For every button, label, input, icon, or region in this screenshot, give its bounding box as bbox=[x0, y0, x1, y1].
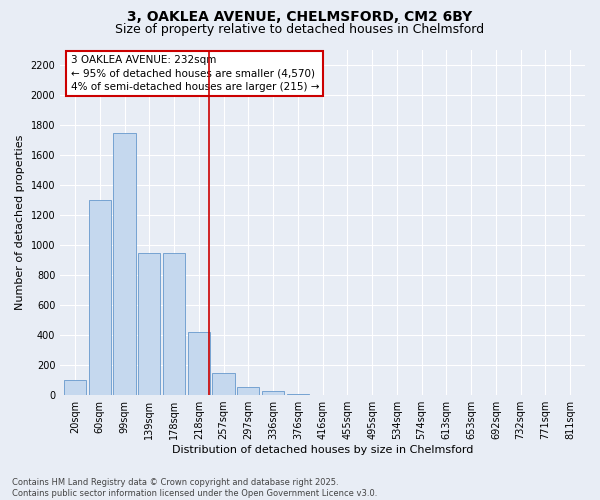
Text: 3 OAKLEA AVENUE: 232sqm
← 95% of detached houses are smaller (4,570)
4% of semi-: 3 OAKLEA AVENUE: 232sqm ← 95% of detache… bbox=[71, 55, 319, 92]
Text: 3, OAKLEA AVENUE, CHELMSFORD, CM2 6BY: 3, OAKLEA AVENUE, CHELMSFORD, CM2 6BY bbox=[127, 10, 473, 24]
Bar bbox=[212, 372, 235, 395]
Bar bbox=[237, 387, 259, 395]
Bar bbox=[287, 394, 309, 395]
Bar bbox=[188, 332, 210, 395]
X-axis label: Distribution of detached houses by size in Chelmsford: Distribution of detached houses by size … bbox=[172, 445, 473, 455]
Y-axis label: Number of detached properties: Number of detached properties bbox=[15, 135, 25, 310]
Bar bbox=[89, 200, 111, 395]
Bar bbox=[262, 392, 284, 395]
Text: Contains HM Land Registry data © Crown copyright and database right 2025.
Contai: Contains HM Land Registry data © Crown c… bbox=[12, 478, 377, 498]
Bar bbox=[64, 380, 86, 395]
Bar bbox=[113, 132, 136, 395]
Bar bbox=[163, 252, 185, 395]
Text: Size of property relative to detached houses in Chelmsford: Size of property relative to detached ho… bbox=[115, 22, 485, 36]
Bar bbox=[138, 252, 160, 395]
